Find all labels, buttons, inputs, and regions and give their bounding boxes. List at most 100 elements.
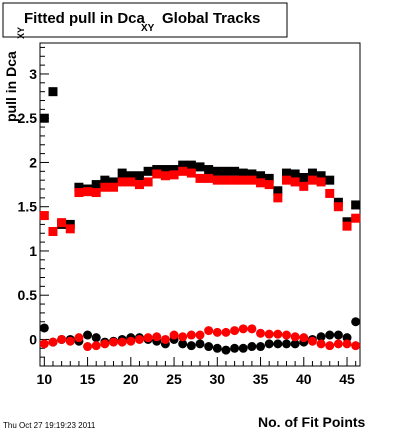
data-marks xyxy=(39,87,361,355)
data-point-circle xyxy=(342,339,352,349)
data-point-circle xyxy=(273,339,283,349)
data-point-circle xyxy=(195,339,205,349)
data-point-square xyxy=(143,166,153,176)
data-point-circle xyxy=(152,332,162,342)
data-point-circle xyxy=(316,339,326,349)
data-point-circle xyxy=(134,334,144,344)
data-point-square xyxy=(186,160,196,170)
y-tick-label: 0 xyxy=(29,331,37,347)
data-point-square xyxy=(290,169,300,179)
data-point-circle xyxy=(281,339,291,349)
data-point-square xyxy=(83,187,93,197)
data-point-circle xyxy=(281,330,291,340)
data-point-circle xyxy=(238,324,248,334)
data-point-circle xyxy=(91,333,101,343)
data-point-square xyxy=(256,178,266,188)
y-tick-label: 0.5 xyxy=(18,287,38,303)
x-tick-label: 15 xyxy=(80,371,96,387)
x-tick-label: 35 xyxy=(253,371,269,387)
data-point-square xyxy=(230,175,240,185)
data-point-square xyxy=(273,186,283,196)
data-point-circle xyxy=(204,326,214,336)
data-point-circle xyxy=(247,324,257,334)
data-point-circle xyxy=(299,333,309,343)
data-point-square xyxy=(74,182,84,192)
chart-title-sub: XY xyxy=(141,23,155,34)
data-point-circle xyxy=(325,341,335,351)
data-point-circle xyxy=(169,330,179,340)
data-point-circle xyxy=(230,343,240,353)
data-point-square xyxy=(178,160,188,170)
data-point-circle xyxy=(351,317,361,327)
data-point-square xyxy=(117,177,127,187)
data-point-square xyxy=(57,218,67,228)
data-point-square xyxy=(100,182,110,192)
data-point-circle xyxy=(143,333,153,343)
data-point-circle xyxy=(221,327,231,337)
data-point-square xyxy=(39,211,49,221)
data-point-square xyxy=(152,169,162,179)
data-point-circle xyxy=(290,332,300,342)
data-point-circle xyxy=(273,329,283,339)
timestamp: Thu Oct 27 19:19:23 2011 xyxy=(3,421,96,430)
data-point-square xyxy=(333,202,343,212)
data-point-square xyxy=(299,173,309,183)
x-tick-label: 30 xyxy=(210,371,226,387)
data-point-square xyxy=(264,180,274,190)
data-point-circle xyxy=(212,343,222,353)
data-point-circle xyxy=(74,333,84,343)
data-point-circle xyxy=(186,341,196,351)
data-point-circle xyxy=(65,336,75,346)
data-point-circle xyxy=(342,333,352,343)
data-point-square xyxy=(169,165,179,175)
data-point-circle xyxy=(333,339,343,349)
data-point-square xyxy=(48,87,58,97)
data-point-square xyxy=(299,181,309,191)
data-point-square xyxy=(195,162,205,172)
data-point-square xyxy=(204,173,214,183)
data-point-circle xyxy=(264,339,274,349)
data-point-square xyxy=(169,170,179,180)
data-point-square xyxy=(342,221,352,231)
data-point-square xyxy=(134,171,144,181)
data-point-square xyxy=(117,168,127,178)
data-point-square xyxy=(109,182,119,192)
y-axis-label-sub: XY xyxy=(16,27,26,39)
data-point-square xyxy=(126,171,136,181)
data-point-square xyxy=(143,177,153,187)
data-point-square xyxy=(74,188,84,198)
data-point-square xyxy=(325,175,335,185)
data-point-circle xyxy=(256,342,266,352)
x-tick-label: 45 xyxy=(339,371,355,387)
data-point-square xyxy=(247,175,257,185)
chart-title-tail: Global Tracks xyxy=(162,10,260,27)
data-point-square xyxy=(91,188,101,198)
plot-frame xyxy=(39,42,361,367)
data-point-circle xyxy=(290,339,300,349)
x-axis-label: No. of Fit Points xyxy=(258,414,366,430)
data-point-circle xyxy=(39,339,49,349)
data-point-circle xyxy=(351,341,361,351)
data-point-square xyxy=(316,171,326,181)
x-tick-label: 20 xyxy=(123,371,139,387)
data-point-square xyxy=(178,166,188,176)
data-point-circle xyxy=(230,326,240,336)
data-point-square xyxy=(221,175,231,185)
data-point-square xyxy=(212,166,222,176)
data-point-circle xyxy=(178,332,188,342)
data-point-square xyxy=(307,168,317,178)
data-point-square xyxy=(126,177,136,187)
data-point-square xyxy=(109,177,119,187)
data-point-square xyxy=(273,193,283,203)
data-point-square xyxy=(230,166,240,176)
data-point-square xyxy=(91,180,101,190)
data-point-circle xyxy=(48,337,58,347)
data-point-square xyxy=(134,180,144,190)
x-tick-label: 40 xyxy=(296,371,312,387)
data-point-circle xyxy=(195,330,205,340)
data-point-square xyxy=(316,177,326,187)
data-point-square xyxy=(281,168,291,178)
data-point-circle xyxy=(238,343,248,353)
data-point-circle xyxy=(117,337,127,347)
data-point-square xyxy=(325,188,335,198)
